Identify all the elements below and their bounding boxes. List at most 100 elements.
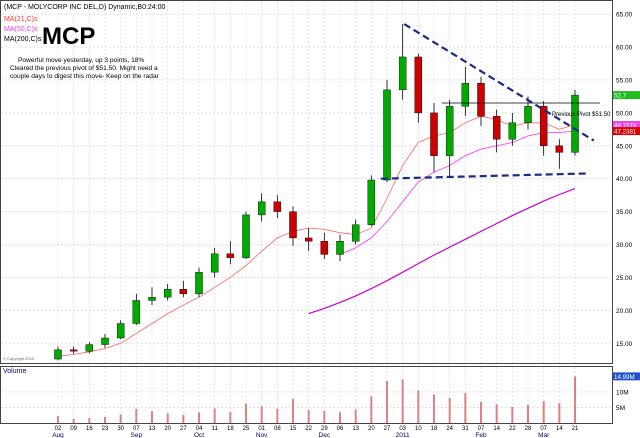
x-tick-label: 07 bbox=[133, 426, 140, 432]
price-badge bbox=[613, 127, 640, 136]
volume-bar bbox=[104, 417, 106, 423]
trendlines bbox=[380, 23, 600, 180]
volume-bar bbox=[480, 401, 482, 423]
x-tick-label: 07 bbox=[478, 426, 485, 432]
volume-bar bbox=[182, 414, 185, 423]
candle-body bbox=[85, 344, 94, 352]
ma50-line bbox=[339, 130, 576, 255]
x-tick-label: 28 bbox=[525, 426, 532, 432]
price-badge-label: 47.2381 bbox=[614, 128, 637, 135]
volume-bar bbox=[339, 412, 341, 423]
ma200-label: MA(200,C)s bbox=[4, 36, 42, 43]
y-tick-label: 15.00 bbox=[616, 341, 633, 348]
x-tick-label: 13 bbox=[149, 426, 156, 432]
y-tick-label: 55.00 bbox=[616, 77, 633, 84]
x-tick-label: 10 bbox=[415, 426, 422, 432]
volume-bar bbox=[495, 404, 498, 423]
candle-body bbox=[492, 115, 501, 140]
x-tick-label: 25 bbox=[243, 426, 250, 432]
x-tick-label: 16 bbox=[86, 426, 93, 432]
x-tick-label: 23 bbox=[102, 426, 109, 432]
ma21-line bbox=[57, 115, 576, 357]
x-tick-label: 08 bbox=[274, 426, 281, 432]
volume-bar bbox=[417, 390, 420, 423]
volume-bar bbox=[307, 409, 310, 423]
candle-body bbox=[508, 122, 517, 140]
volume-bar bbox=[72, 418, 75, 423]
candle-body bbox=[320, 241, 329, 255]
volume-bar bbox=[511, 406, 514, 423]
x-tick-label: 27 bbox=[384, 426, 391, 432]
volume-tick-label: 5M bbox=[616, 405, 625, 412]
volume-bar bbox=[119, 414, 122, 423]
candle-body bbox=[289, 211, 297, 239]
volume-bar bbox=[370, 396, 373, 423]
volume-bar bbox=[135, 409, 138, 423]
volume-bar bbox=[386, 381, 388, 423]
x-month-label: Nov bbox=[256, 432, 268, 438]
x-month-label: Dec bbox=[319, 432, 331, 438]
x-tick-label: 13 bbox=[352, 426, 359, 432]
x-tick-label: 22 bbox=[509, 426, 516, 432]
candle-body bbox=[101, 337, 109, 345]
price-badge-label: 48.1574 bbox=[614, 122, 637, 129]
volume-axis: 10M 5M bbox=[616, 389, 629, 412]
moving-averages bbox=[57, 115, 576, 357]
x-tick-label: 22 bbox=[305, 426, 312, 432]
volume-bar bbox=[433, 394, 435, 423]
candle-body bbox=[210, 253, 219, 273]
x-tick-label: 03 bbox=[399, 426, 406, 432]
y-tick-label: 25.00 bbox=[616, 275, 633, 282]
y-tick-label: 20.00 bbox=[616, 308, 633, 315]
volume-bar bbox=[527, 404, 529, 423]
symbol-title: MCP bbox=[42, 23, 95, 50]
x-tick-label: 31 bbox=[462, 426, 469, 432]
x-month-label: Aug bbox=[52, 432, 64, 438]
volume-bar bbox=[354, 409, 357, 423]
x-tick-label: 27 bbox=[180, 426, 187, 432]
x-tick-label: 11 bbox=[212, 426, 219, 432]
y-tick-label: 50.00 bbox=[616, 110, 633, 117]
x-tick-label: 09 bbox=[70, 426, 77, 432]
x-tick-label: 30 bbox=[117, 426, 124, 432]
volume-bar bbox=[151, 411, 153, 423]
price-badge bbox=[613, 121, 640, 130]
volume-bar bbox=[292, 398, 294, 423]
candle-body bbox=[273, 201, 282, 212]
volume-bar bbox=[558, 403, 561, 423]
date-axis: 02 09 16 23 30 07 13 20 27 04 11 18 25 01 08 15 22 29 06 13… bbox=[52, 426, 579, 438]
resistance-trendline bbox=[403, 23, 595, 142]
candle-body bbox=[367, 179, 376, 225]
price-axis: 15.00 20.00 25.00 30.00 35.00 40.00 45.00 50.00… bbox=[616, 12, 633, 348]
candle-body bbox=[430, 112, 438, 156]
candle-body bbox=[116, 323, 125, 339]
volume-bar bbox=[448, 398, 451, 423]
candle-body bbox=[163, 289, 172, 298]
candle-body bbox=[179, 289, 188, 295]
candle-body bbox=[414, 56, 423, 114]
y-tick-label: 45.00 bbox=[616, 143, 633, 150]
volume-bar bbox=[229, 411, 232, 423]
ma200-line bbox=[308, 188, 576, 315]
pivot-label: Previous Pivot $51.50 bbox=[552, 112, 611, 118]
ma50-label: MA(50,C)s bbox=[4, 26, 38, 33]
candle-body bbox=[226, 253, 235, 258]
candle-body bbox=[445, 106, 454, 156]
x-tick-label: 01 bbox=[258, 426, 265, 432]
note-line-3: couple days to digest this move- Keep on… bbox=[10, 73, 160, 80]
x-tick-label: 14 bbox=[556, 426, 563, 432]
candlesticks bbox=[54, 24, 579, 361]
candle-body bbox=[54, 349, 62, 360]
ma21-label: MA(21,C)s bbox=[4, 16, 38, 23]
volume-bar bbox=[401, 379, 404, 423]
volume-bar bbox=[245, 403, 247, 423]
candle-body bbox=[539, 106, 548, 146]
volume-bar bbox=[276, 408, 279, 423]
price-badge bbox=[613, 91, 640, 100]
candle-body bbox=[477, 83, 485, 117]
volume-tick-label: 10M bbox=[616, 389, 629, 396]
candle-body bbox=[132, 300, 141, 324]
candle-body bbox=[461, 83, 470, 107]
candle-body bbox=[336, 241, 344, 255]
